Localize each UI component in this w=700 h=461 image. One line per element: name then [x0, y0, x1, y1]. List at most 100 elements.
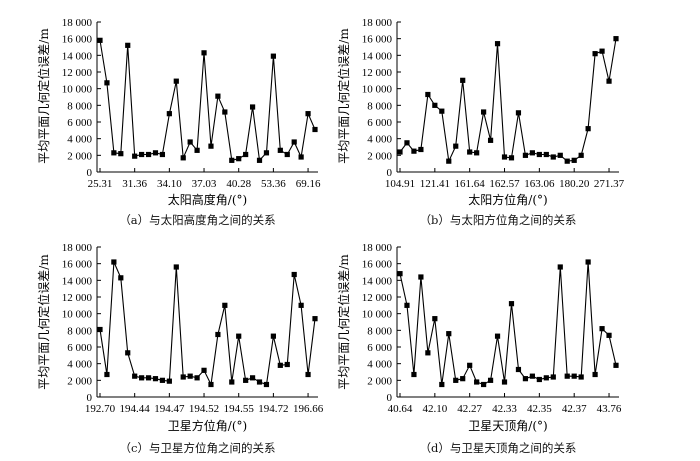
y-tick-label: 4 000: [367, 134, 392, 146]
data-point: [474, 150, 480, 156]
x-axis-title: 太阳方位角/(°): [468, 192, 547, 207]
data-point: [411, 371, 417, 378]
y-tick-label: 16 000: [62, 34, 93, 46]
data-point: [536, 151, 542, 158]
data-point: [508, 155, 515, 161]
y-tick-label: 2 000: [367, 150, 392, 162]
data-point: [432, 102, 438, 108]
data-point: [599, 48, 605, 54]
x-tick-label: 69.16: [296, 178, 321, 190]
data-point: [592, 51, 598, 57]
data-point: [263, 381, 270, 388]
x-tick-label: 42.33: [492, 403, 517, 415]
data-point: [564, 373, 570, 379]
data-point: [215, 331, 221, 338]
y-tick-label: 0: [87, 392, 93, 404]
data-point: [446, 158, 452, 164]
data-point: [243, 377, 249, 383]
chart-panel-3: 0 2 000 4 000 6 000 8 000 10 000 12 000 14 000 1…: [336, 242, 622, 455]
data-point: [494, 41, 501, 47]
x-tick-label: 42.27: [457, 403, 482, 415]
data-point: [460, 376, 466, 382]
data-point: [550, 154, 556, 160]
y-tick-label: 14 000: [62, 275, 93, 287]
x-tick-label: 194.72: [258, 403, 288, 415]
data-point: [599, 326, 605, 332]
data-point: [291, 139, 297, 145]
data-point: [453, 143, 459, 149]
data-point: [404, 302, 410, 308]
data-point: [277, 362, 283, 368]
data-point: [467, 362, 473, 368]
y-tick-label: 8 000: [367, 325, 392, 337]
data-point: [425, 350, 431, 356]
data-point: [529, 150, 535, 156]
y-tick-label: 10 000: [362, 309, 393, 321]
y-tick-label: 10 000: [62, 309, 93, 321]
data-point: [222, 302, 228, 308]
data-point: [249, 104, 256, 110]
data-point: [291, 271, 297, 278]
data-point: [145, 375, 152, 381]
series-line: [399, 38, 617, 164]
data-point: [118, 275, 124, 281]
x-tick-label: 34.10: [157, 178, 182, 190]
data-point: [564, 158, 570, 164]
data-point: [460, 77, 466, 83]
data-point: [173, 78, 179, 84]
data-point: [208, 381, 214, 388]
data-point: [494, 333, 501, 339]
data-point: [263, 150, 270, 156]
data-point: [305, 111, 311, 117]
data-point: [97, 37, 103, 43]
data-point: [97, 326, 103, 333]
data-point: [298, 302, 304, 308]
y-tick-label: 6 000: [367, 117, 392, 129]
data-point: [557, 264, 563, 270]
data-point: [543, 375, 549, 381]
y-tick-label: 8 000: [67, 100, 92, 112]
data-point: [201, 367, 207, 373]
data-point: [132, 153, 138, 159]
x-tick-label: 194.55: [224, 403, 255, 415]
data-point: [418, 274, 424, 280]
data-point: [104, 371, 110, 378]
data-point: [159, 151, 166, 158]
data-point: [229, 379, 235, 385]
x-tick-label: 37.03: [192, 178, 217, 190]
data-point: [397, 149, 403, 155]
data-point: [166, 111, 172, 117]
data-point: [550, 374, 556, 380]
x-tick-label: 42.35: [527, 403, 552, 415]
y-tick-label: 10 000: [362, 84, 393, 96]
x-tick-label: 163.06: [524, 178, 555, 190]
data-point: [515, 366, 522, 373]
chart-panel-0: 0 2 000 4 000 6 000 8 000 10 000 12 000 14 000 1…: [36, 17, 321, 227]
x-tick-label: 271.37: [594, 178, 625, 190]
data-point: [215, 93, 221, 99]
y-axis-title: 平均平面几何定位误差/m: [36, 254, 51, 390]
data-point: [236, 156, 242, 162]
data-point: [208, 143, 214, 149]
data-point: [487, 377, 494, 383]
x-tick-label: 42.10: [422, 403, 447, 415]
chart-panel-1: 0 2 000 4 000 6 000 8 000 10 000 12 000 14 000 1…: [336, 17, 625, 227]
data-point: [201, 50, 207, 56]
data-point: [606, 78, 612, 84]
data-point: [432, 316, 438, 322]
data-point: [585, 259, 591, 265]
y-tick-label: 14 000: [362, 50, 393, 62]
x-tick-label: 104.91: [385, 178, 415, 190]
data-point: [312, 316, 318, 322]
data-point: [111, 150, 117, 156]
y-tick-label: 18 000: [62, 17, 93, 29]
x-tick-label: 194.44: [120, 403, 151, 415]
data-point: [256, 379, 263, 385]
y-tick-label: 18 000: [362, 242, 393, 254]
x-tick-label: 25.31: [88, 178, 113, 190]
y-axis-title: 平均平面几何定位误差/m: [36, 28, 51, 164]
y-tick-label: 8 000: [367, 100, 392, 112]
data-point: [571, 373, 577, 379]
data-point: [104, 80, 110, 86]
